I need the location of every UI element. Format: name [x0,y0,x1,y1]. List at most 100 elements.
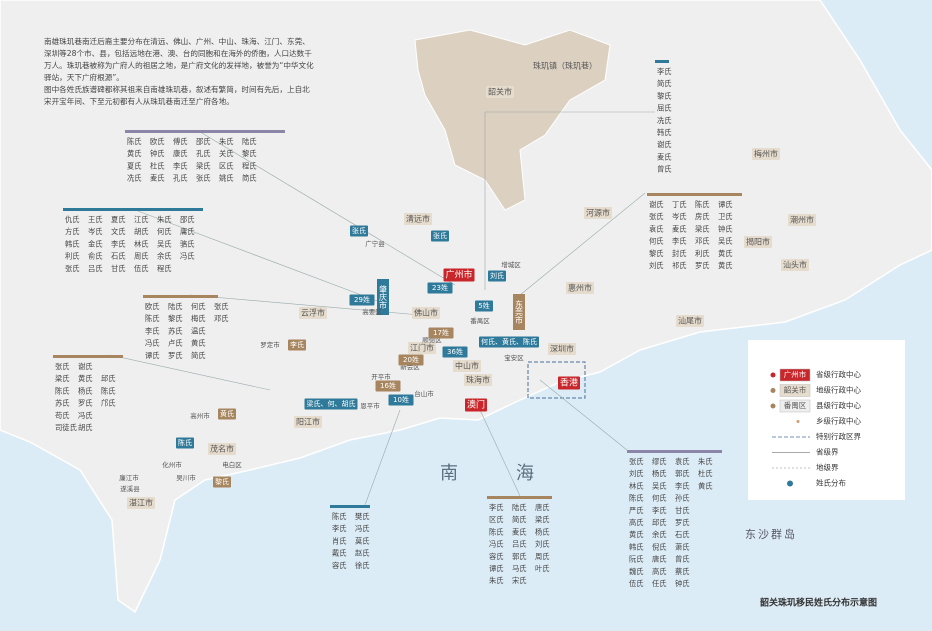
place-box [442,346,468,358]
surname: 余氏 [652,530,667,539]
sea-label: 海 [516,463,534,484]
surname: 谭氏 [489,564,504,573]
surname: 缪氏 [652,457,667,466]
surname: 俞氏 [88,252,103,261]
surname: 刘氏 [535,540,550,549]
place-label: 韶关市 [488,87,512,97]
surname: 曾氏 [675,555,690,564]
surname: 高氏 [652,567,667,576]
surname: 石氏 [675,530,690,539]
place-box [408,342,436,354]
legend-sample-box [779,399,811,413]
surname: 倪氏 [652,542,667,551]
place-box [431,230,449,242]
place-label: 张氏 [433,231,447,240]
place-label: 何氏、黄氏、陈氏 [481,337,537,346]
surname: 刘氏 [649,261,664,270]
place-label: 刘氏 [490,271,504,280]
place-label: 高要区 [362,307,382,316]
legend-sample: 韶关市 [784,385,807,395]
leader-line [196,129,456,286]
place-box [375,380,401,392]
surname: 李氏 [145,326,160,335]
surname: 黄氏 [698,481,713,490]
place-label: 潮州市 [790,215,814,225]
surname: 黄氏 [718,261,733,270]
surname: 陈氏 [55,386,70,395]
place-label: 高州市 [190,411,210,420]
surname: 张氏 [214,302,229,311]
place-box [427,282,453,294]
place-box [475,300,493,312]
surname: 陈氏 [695,200,710,209]
surname: 卢氏 [168,339,183,348]
surname: 唐氏 [652,555,667,564]
place-label: 东莞市 [515,299,524,325]
place-label: 恩平市 [360,401,380,410]
surname: 张氏 [629,457,644,466]
surname: 蔡氏 [675,567,690,576]
surname: 杜氏 [150,161,165,170]
surname: 梁氏 [196,161,211,170]
place-label: 茂名市 [210,444,234,454]
place-label: 澳门 [467,399,485,411]
place-label: 化州市 [162,460,182,469]
surname: 邱氏 [652,518,667,527]
place-label: 17姓 [433,328,449,337]
legend-label: 省级行政中心 [816,369,861,379]
place-label: 台山市 [414,389,434,398]
surname: 孔氏 [196,149,211,158]
place-label: 吴川市 [176,473,196,482]
surname: 郭氏 [512,552,527,561]
surname: 冯氏 [78,411,93,420]
place-box [443,268,475,282]
shaoguan-region [414,29,611,211]
place-box [398,354,424,366]
surname: 韩氏 [629,542,644,551]
place-label: 中山市 [455,361,479,371]
surname: 叶氏 [535,564,550,573]
surname: 张氏 [55,362,70,371]
surname: 陈氏 [145,314,160,323]
surname: 利氏 [695,249,710,258]
place-label: 惠州市 [568,283,592,293]
place-label: 宝安区 [504,353,524,362]
surname: 邵氏 [180,215,195,224]
surname: 黄氏 [127,149,142,158]
surname: 康氏 [173,149,188,158]
surname: 傅氏 [173,137,188,146]
surname: 骆氏 [180,239,195,248]
surname: 何氏 [649,237,664,246]
place-box [486,86,514,98]
surname: 朱氏 [489,576,504,585]
place-box [304,398,358,410]
place-label: 珠海市 [466,375,490,385]
surname: 邓氏 [214,314,229,323]
surname: 岑氏 [672,212,687,221]
surname: 简氏 [242,174,257,183]
place-label: 29姓 [354,295,370,304]
leader-line [109,354,271,391]
surname: 江氏 [134,215,149,224]
place-label: 珠玑镇（珠玑巷） [533,61,597,71]
surname: 简氏 [191,351,206,360]
surname: 周氏 [134,252,149,261]
surname: 谢氏 [78,362,93,371]
group-header [63,208,203,211]
place-box [479,336,539,348]
surname: 黎氏 [242,149,257,158]
place-box [377,279,389,315]
surname: 吴氏 [652,481,667,490]
surname: 严氏 [629,506,644,515]
group-header [627,450,722,453]
place-box [781,259,809,271]
surname: 李氏 [173,161,188,170]
leader-line [129,207,381,303]
surname: 林氏 [134,239,149,248]
surname: 冼氏 [127,174,142,183]
surname: 梁氏 [695,224,710,233]
place-box [299,307,327,319]
surname: 袁氏 [649,224,664,233]
place-box [176,437,194,449]
